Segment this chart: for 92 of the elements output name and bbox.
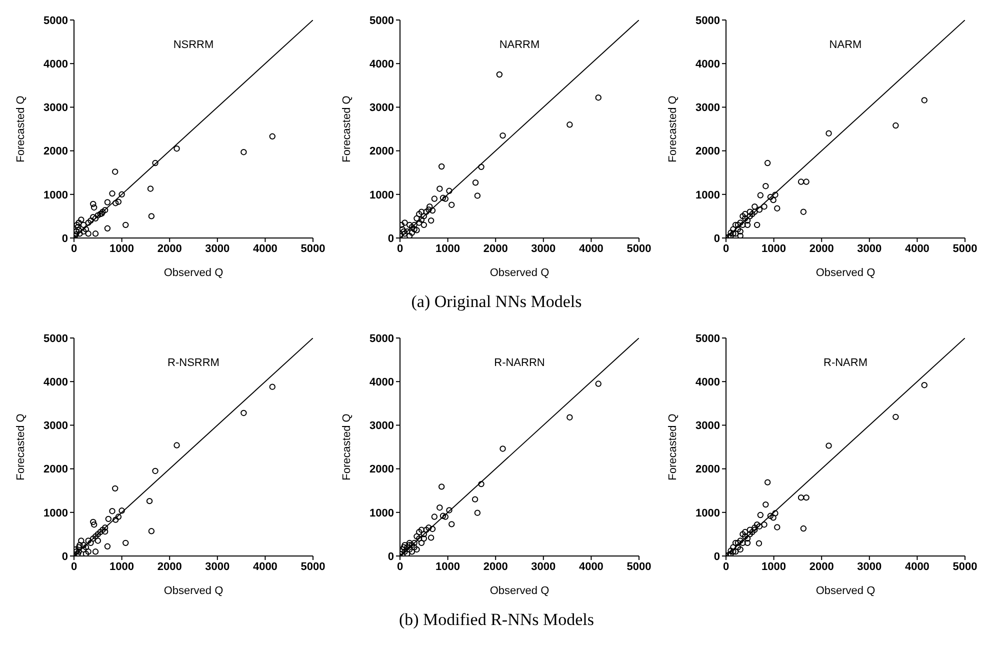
x-tick-label: 1000 bbox=[110, 560, 134, 573]
y-tick-label: 3000 bbox=[370, 420, 394, 432]
x-axis-title: Observed Q bbox=[164, 266, 224, 279]
y-tick-label: 4000 bbox=[44, 58, 68, 71]
y-tick-label: 0 bbox=[714, 550, 720, 563]
x-axis-title: Observed Q bbox=[490, 584, 550, 597]
y-tick-label: 2000 bbox=[44, 146, 68, 158]
x-tick-label: 2000 bbox=[157, 560, 182, 573]
x-tick-label: 3000 bbox=[857, 560, 882, 573]
x-tick-label: 5000 bbox=[626, 242, 652, 255]
y-tick-label: 5000 bbox=[44, 14, 68, 27]
x-tick-label: 4000 bbox=[252, 242, 278, 255]
y-tick-label: 1000 bbox=[44, 189, 68, 202]
y-tick-label: 2000 bbox=[696, 146, 720, 158]
y-tick-label: 3000 bbox=[44, 420, 68, 432]
x-tick-label: 3000 bbox=[531, 242, 556, 255]
x-tick-label: 0 bbox=[722, 242, 730, 255]
text: NARM bbox=[829, 39, 862, 51]
y-tick-label: 4000 bbox=[696, 376, 720, 389]
text: (b) Modified R-NNs Models bbox=[398, 610, 595, 630]
x-tick-label: 3000 bbox=[205, 560, 230, 573]
x-tick-label: 0 bbox=[70, 242, 78, 255]
y-tick-label: 1000 bbox=[44, 507, 68, 520]
y-tick-label: 1000 bbox=[696, 507, 720, 520]
y-tick-label: 3000 bbox=[696, 102, 720, 114]
x-tick-label: 0 bbox=[396, 242, 404, 255]
y-tick-label: 3000 bbox=[696, 420, 720, 432]
x-axis-title: Observed Q bbox=[816, 266, 876, 279]
x-axis-title: Observed Q bbox=[490, 266, 550, 279]
text: NARRM bbox=[499, 39, 540, 51]
x-axis-title: Observed Q bbox=[164, 584, 224, 597]
x-tick-label: 5000 bbox=[300, 560, 326, 573]
y-tick-label: 2000 bbox=[370, 464, 394, 476]
y-tick-label: 0 bbox=[388, 550, 394, 563]
y-tick-label: 3000 bbox=[370, 102, 394, 114]
x-tick-label: 1000 bbox=[436, 560, 460, 573]
y-tick-label: 2000 bbox=[370, 146, 394, 158]
text: R-NARM bbox=[824, 357, 868, 369]
y-tick-label: 4000 bbox=[696, 58, 720, 71]
x-tick-label: 5000 bbox=[952, 560, 978, 573]
x-tick-label: 2000 bbox=[809, 560, 834, 573]
x-tick-label: 4000 bbox=[904, 242, 930, 255]
y-tick-label: 5000 bbox=[44, 332, 68, 345]
x-tick-label: 1000 bbox=[762, 560, 786, 573]
y-tick-label: 4000 bbox=[370, 376, 394, 389]
y-tick-label: 4000 bbox=[370, 58, 394, 71]
x-tick-label: 4000 bbox=[578, 560, 604, 573]
y-tick-label: 2000 bbox=[44, 464, 68, 476]
x-tick-label: 5000 bbox=[300, 242, 326, 255]
y-tick-label: 5000 bbox=[370, 14, 394, 27]
x-tick-label: 4000 bbox=[252, 560, 278, 573]
y-tick-label: 1000 bbox=[370, 507, 394, 520]
y-axis-title: Forecasted Q bbox=[340, 95, 353, 162]
y-tick-label: 0 bbox=[388, 232, 394, 245]
text: (a) Original NNs Models bbox=[410, 292, 583, 312]
y-tick-label: 1000 bbox=[696, 189, 720, 202]
x-tick-label: 2000 bbox=[809, 242, 834, 255]
y-tick-label: 5000 bbox=[696, 14, 720, 27]
y-tick-label: 0 bbox=[62, 232, 68, 245]
text: R-NSRRM bbox=[168, 357, 220, 369]
y-tick-label: 3000 bbox=[44, 102, 68, 114]
x-tick-label: 2000 bbox=[483, 560, 508, 573]
x-tick-label: 3000 bbox=[857, 242, 882, 255]
x-tick-label: 1000 bbox=[762, 242, 786, 255]
y-axis-title: Forecasted Q bbox=[14, 413, 27, 480]
text: R-NARRN bbox=[494, 357, 545, 369]
y-axis-title: Forecasted Q bbox=[666, 413, 679, 480]
x-tick-label: 0 bbox=[396, 560, 404, 573]
x-tick-label: 0 bbox=[70, 560, 78, 573]
y-tick-label: 5000 bbox=[370, 332, 394, 345]
y-tick-label: 5000 bbox=[696, 332, 720, 345]
x-tick-label: 3000 bbox=[531, 560, 556, 573]
x-tick-label: 5000 bbox=[626, 560, 652, 573]
y-tick-label: 0 bbox=[62, 550, 68, 563]
text: NSRRM bbox=[173, 39, 214, 51]
y-tick-label: 4000 bbox=[44, 376, 68, 389]
x-tick-label: 2000 bbox=[157, 242, 182, 255]
y-tick-label: 2000 bbox=[696, 464, 720, 476]
x-axis-title: Observed Q bbox=[816, 584, 876, 597]
x-tick-label: 1000 bbox=[436, 242, 460, 255]
x-tick-label: 5000 bbox=[952, 242, 978, 255]
x-tick-label: 1000 bbox=[110, 242, 134, 255]
x-tick-label: 0 bbox=[722, 560, 730, 573]
y-axis-title: Forecasted Q bbox=[340, 413, 353, 480]
y-axis-title: Forecasted Q bbox=[666, 95, 679, 162]
y-axis-title: Forecasted Q bbox=[14, 95, 27, 162]
x-tick-label: 3000 bbox=[205, 242, 230, 255]
y-tick-label: 0 bbox=[714, 232, 720, 245]
y-tick-label: 1000 bbox=[370, 189, 394, 202]
x-tick-label: 2000 bbox=[483, 242, 508, 255]
x-tick-label: 4000 bbox=[904, 560, 930, 573]
x-tick-label: 4000 bbox=[578, 242, 604, 255]
